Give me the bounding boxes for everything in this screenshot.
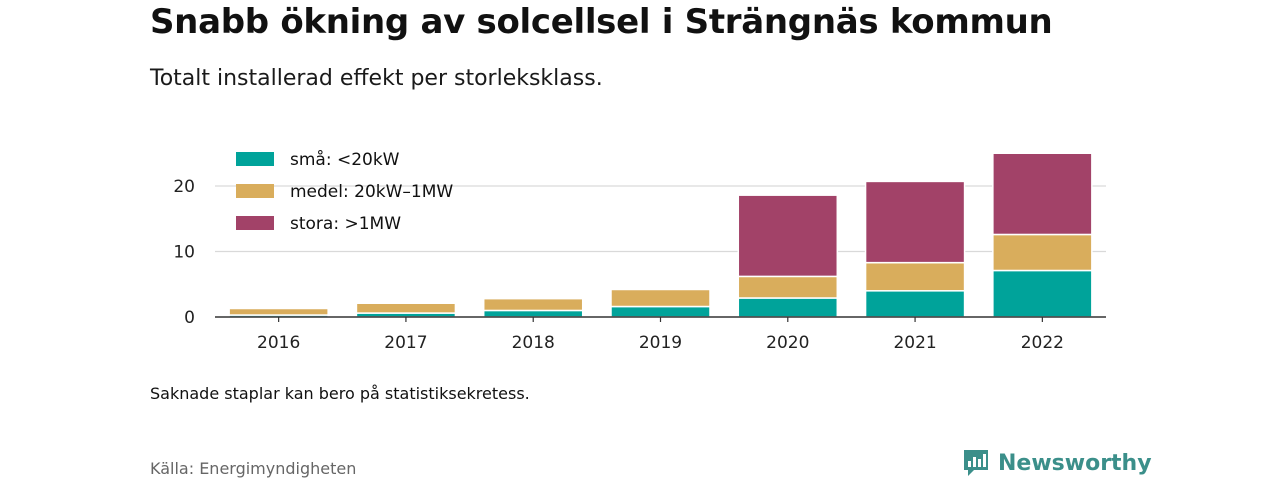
bar-segment xyxy=(482,309,584,318)
bar-segment xyxy=(610,288,711,308)
bar-segment xyxy=(992,152,1093,236)
footnote: Saknade staplar kan bero på statistiksek… xyxy=(150,384,530,403)
brand-logo: Newsworthy xyxy=(962,448,1152,478)
x-tick-label: 2017 xyxy=(384,333,427,353)
newsworthy-logo-icon xyxy=(964,450,988,476)
bar-segment xyxy=(992,233,1093,272)
brand-name: Newsworthy xyxy=(998,450,1152,476)
bar-segment xyxy=(864,261,966,292)
x-tick-label: 2018 xyxy=(512,333,555,353)
x-tick-label: 2016 xyxy=(257,333,300,353)
chart-subtitle: Totalt installerad effekt per storlekskl… xyxy=(150,66,603,91)
x-tick-label: 2022 xyxy=(1021,333,1064,353)
bar-segment xyxy=(482,297,584,312)
legend-label: medel: 20kW–1MW xyxy=(290,182,453,202)
legend-swatch xyxy=(236,184,274,198)
bar-segment xyxy=(355,302,457,314)
stacked-bar-chart: 0 10 20 2016 2017 2018 2019 2020 2021 2022 små: … xyxy=(173,149,1106,353)
legend-swatch xyxy=(236,216,274,230)
y-tick-label: 0 xyxy=(184,308,195,328)
bar-segment xyxy=(864,180,966,264)
x-tick-label: 2021 xyxy=(893,333,936,353)
legend-label: stora: >1MW xyxy=(290,214,401,234)
y-tick-label: 20 xyxy=(173,177,195,197)
source-text: Källa: Energimyndigheten xyxy=(150,459,357,478)
bar-segment xyxy=(737,194,839,278)
legend-label: små: <20kW xyxy=(290,149,400,170)
bar-segment xyxy=(737,275,839,299)
bar-segment xyxy=(737,297,839,318)
bar-segment xyxy=(610,305,711,318)
bars xyxy=(228,152,1093,318)
x-tick-label: 2020 xyxy=(766,333,809,353)
bar-segment xyxy=(864,290,966,318)
bar-segment xyxy=(228,307,329,316)
legend: små: <20kW medel: 20kW–1MW stora: >1MW xyxy=(236,149,453,234)
x-tick-label: 2019 xyxy=(639,333,682,353)
x-axis: 2016 2017 2018 2019 2020 2021 2022 xyxy=(215,316,1106,353)
bar-segment xyxy=(992,269,1093,318)
legend-swatch xyxy=(236,152,274,166)
chart-title: Snabb ökning av solcellsel i Strängnäs k… xyxy=(150,2,1053,42)
y-tick-label: 10 xyxy=(173,243,195,263)
